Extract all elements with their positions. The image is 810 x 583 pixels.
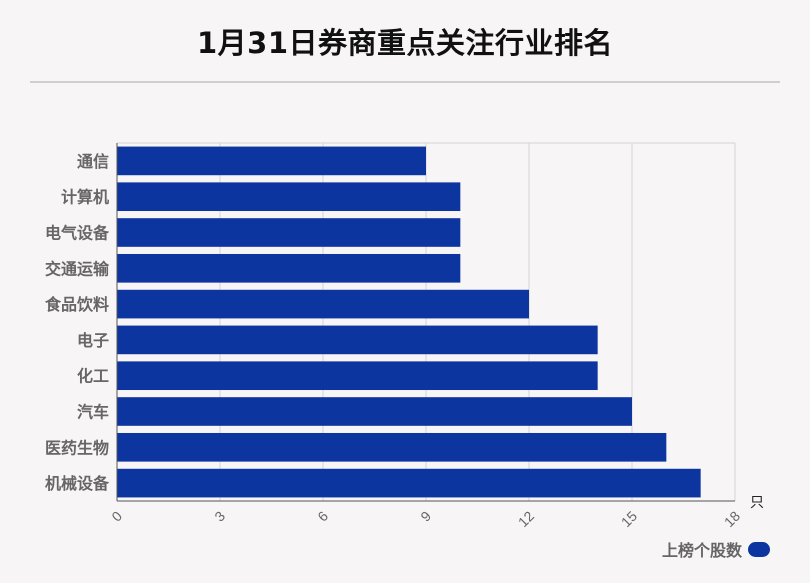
x-tick-label: 3 [211, 508, 228, 525]
y-category-label: 食品饮料 [44, 295, 109, 314]
y-category-label: 交通运输 [45, 259, 110, 278]
x-axis-unit: 只 [750, 495, 764, 511]
bar[interactable] [117, 218, 461, 247]
bar[interactable] [117, 146, 426, 176]
title-divider [30, 81, 780, 83]
chart-title: 1月31日券商重点关注行业排名 [196, 26, 614, 60]
x-tick-label: 12 [515, 508, 537, 530]
y-category-label: 通信 [77, 152, 109, 171]
x-tick-label: 6 [314, 508, 331, 525]
bar[interactable] [117, 289, 529, 319]
bar[interactable] [117, 432, 667, 462]
x-tick-label: 18 [721, 508, 743, 530]
x-tick-label: 0 [108, 508, 125, 525]
y-category-label: 机械设备 [45, 474, 110, 493]
x-tick-label: 15 [618, 508, 640, 530]
legend-swatch[interactable] [748, 541, 770, 557]
y-category-label: 汽车 [77, 403, 109, 422]
y-category-label: 电子 [77, 331, 109, 350]
bar[interactable] [117, 253, 461, 283]
y-category-label: 电气设备 [45, 224, 110, 243]
bar[interactable] [117, 361, 598, 391]
y-category-label: 化工 [77, 367, 109, 386]
bar[interactable] [117, 182, 461, 212]
bar[interactable] [117, 325, 598, 355]
bar[interactable] [117, 468, 701, 498]
y-category-label: 医药生物 [45, 438, 109, 457]
x-tick-label: 9 [417, 508, 434, 525]
y-category-label: 计算机 [61, 188, 109, 207]
bar[interactable] [117, 397, 632, 426]
legend-label: 上榜个股数 [661, 541, 742, 560]
legend[interactable]: 上榜个股数 [662, 537, 770, 561]
